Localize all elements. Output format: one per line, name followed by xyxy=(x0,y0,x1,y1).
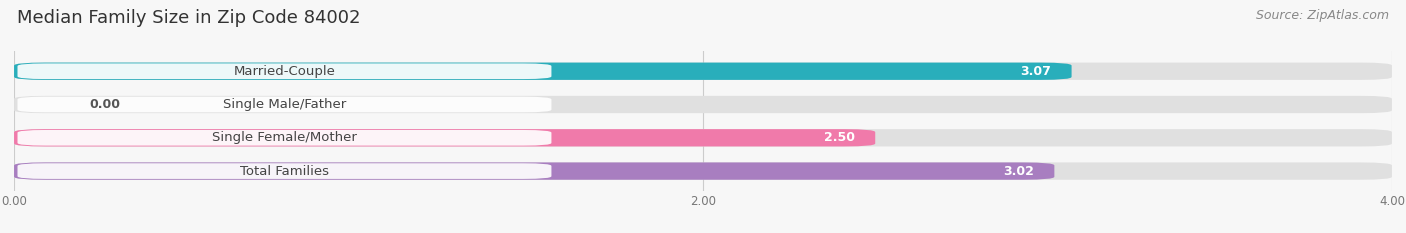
FancyBboxPatch shape xyxy=(14,96,1392,113)
Text: Total Families: Total Families xyxy=(240,164,329,178)
FancyBboxPatch shape xyxy=(17,163,551,179)
Text: Single Female/Mother: Single Female/Mother xyxy=(212,131,357,144)
FancyBboxPatch shape xyxy=(17,97,551,112)
FancyBboxPatch shape xyxy=(14,63,1071,80)
FancyBboxPatch shape xyxy=(14,129,875,147)
Text: 3.02: 3.02 xyxy=(1002,164,1033,178)
Text: 3.07: 3.07 xyxy=(1019,65,1050,78)
FancyBboxPatch shape xyxy=(14,162,1392,180)
FancyBboxPatch shape xyxy=(14,162,1054,180)
FancyBboxPatch shape xyxy=(14,63,1392,80)
Text: Married-Couple: Married-Couple xyxy=(233,65,336,78)
Text: 0.00: 0.00 xyxy=(90,98,121,111)
FancyBboxPatch shape xyxy=(17,130,551,146)
Text: Median Family Size in Zip Code 84002: Median Family Size in Zip Code 84002 xyxy=(17,9,360,27)
Text: Single Male/Father: Single Male/Father xyxy=(222,98,346,111)
Text: 2.50: 2.50 xyxy=(824,131,855,144)
Text: Source: ZipAtlas.com: Source: ZipAtlas.com xyxy=(1256,9,1389,22)
FancyBboxPatch shape xyxy=(14,129,1392,147)
FancyBboxPatch shape xyxy=(17,63,551,79)
